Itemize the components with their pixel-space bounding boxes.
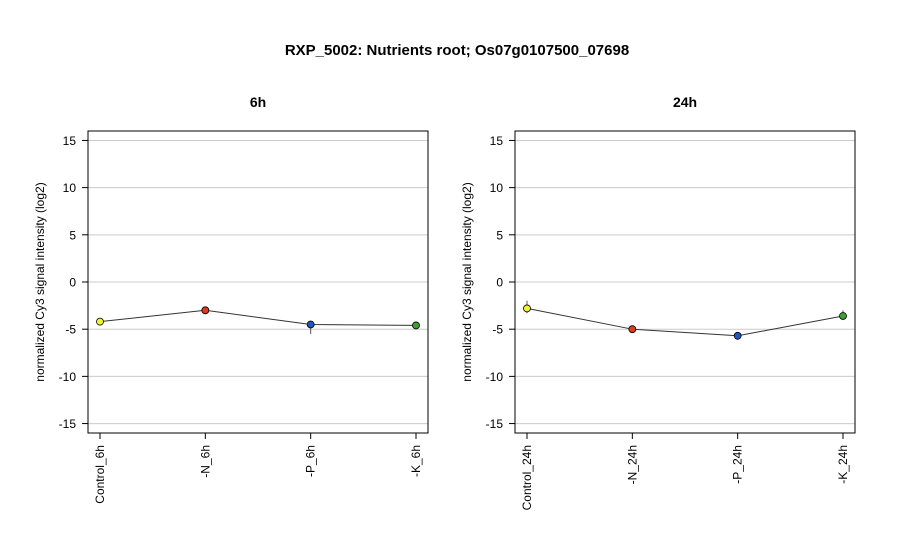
y-tick-label: -5	[65, 323, 76, 337]
data-point	[201, 306, 210, 315]
series-line	[99, 309, 417, 326]
y-tick-label: -15	[59, 417, 77, 431]
y-tick-label: -10	[59, 370, 77, 384]
y-tick-label: 5	[69, 228, 76, 242]
y-tick-label: 15	[63, 134, 77, 148]
x-tick-label: Control_24h	[520, 445, 534, 510]
y-tick-label: -5	[492, 323, 503, 337]
y-tick-label: 0	[496, 276, 503, 290]
y-tick-label: 10	[63, 181, 77, 195]
x-tick-label: Control_6h	[93, 445, 107, 504]
data-point	[523, 304, 531, 313]
data-point	[628, 325, 637, 334]
y-tick-label: -10	[486, 370, 504, 384]
x-tick-label: -K_6h	[409, 445, 423, 477]
data-point	[306, 320, 315, 329]
data-point	[96, 317, 104, 326]
panel-title: 6h	[250, 94, 266, 110]
x-tick-label: -N_6h	[198, 445, 212, 478]
y-tick-label: -15	[486, 417, 504, 431]
series-line	[526, 307, 844, 337]
y-axis-label: normalized Cy3 signal intensity (log2)	[33, 182, 47, 381]
x-tick-label: -P_24h	[731, 445, 745, 484]
y-tick-label: 10	[490, 181, 504, 195]
chart-panel-2: 24h 15 10 5 0 -5 -10 -15 normalized Cy3 signal i…	[460, 94, 856, 510]
x-tick-label: -P_6h	[304, 445, 318, 477]
y-tick-label: 15	[490, 134, 504, 148]
data-point	[412, 321, 420, 330]
chart-panel-1: 6h 15 10 5 0 -5 -10 -15 normalized Cy3 signal in…	[33, 94, 429, 504]
data-point	[839, 312, 847, 320]
x-tick-label: -N_24h	[625, 445, 639, 484]
figure-title: RXP_5002: Nutrients root; Os07g0107500_0…	[285, 42, 629, 59]
y-tick-label: 0	[69, 276, 76, 290]
y-tick-label: 5	[496, 228, 503, 242]
y-axis-label: normalized Cy3 signal intensity (log2)	[460, 182, 474, 381]
panel-title: 24h	[673, 94, 697, 110]
data-point	[733, 331, 742, 340]
x-tick-label: -K_24h	[836, 445, 850, 484]
